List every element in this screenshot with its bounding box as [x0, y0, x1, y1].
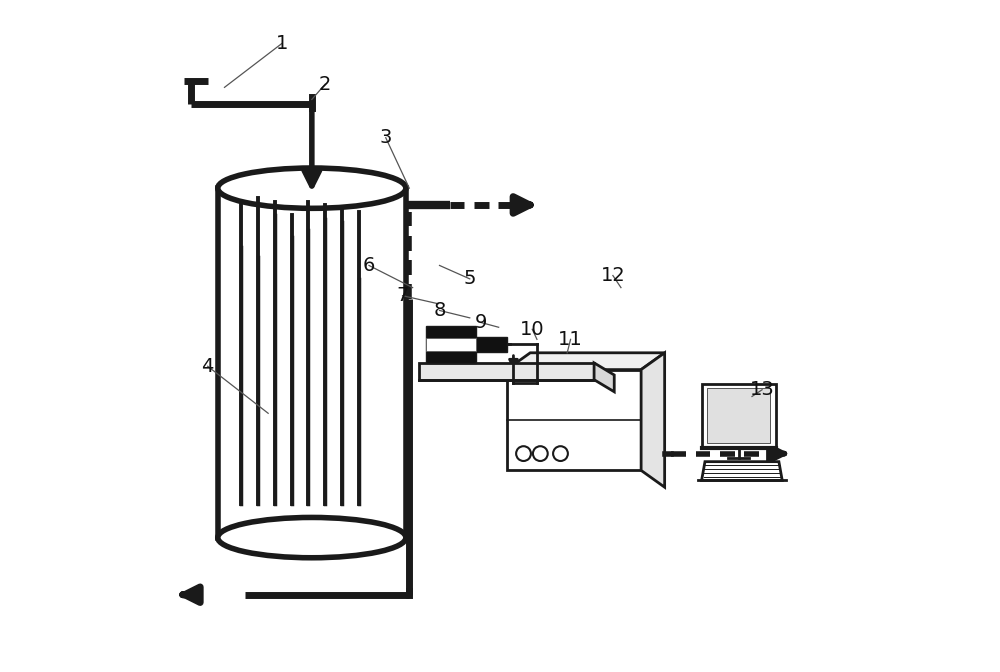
Text: 13: 13 [750, 380, 774, 399]
Polygon shape [702, 462, 782, 480]
Text: 11: 11 [558, 330, 583, 349]
Text: 6: 6 [363, 256, 375, 275]
Bar [419, 363, 594, 380]
Text: 4: 4 [201, 357, 214, 376]
Bar [476, 337, 507, 352]
Polygon shape [594, 363, 614, 392]
Ellipse shape [218, 168, 406, 208]
Bar [707, 388, 770, 443]
Text: 1: 1 [275, 34, 288, 53]
Text: 7: 7 [396, 286, 409, 305]
Bar [426, 338, 476, 351]
Text: 3: 3 [380, 128, 392, 147]
Polygon shape [507, 353, 665, 370]
Text: 12: 12 [601, 266, 625, 285]
Text: 8: 8 [433, 301, 446, 320]
Ellipse shape [218, 517, 406, 558]
Text: 9: 9 [475, 313, 487, 332]
Text: 10: 10 [520, 320, 545, 339]
Bar [426, 326, 476, 363]
Bar [507, 370, 641, 470]
Bar [218, 188, 406, 538]
Circle shape [516, 446, 531, 461]
Circle shape [553, 446, 568, 461]
Circle shape [533, 446, 548, 461]
Bar [702, 384, 776, 448]
Text: 2: 2 [319, 75, 331, 93]
Polygon shape [641, 353, 665, 487]
Text: 5: 5 [464, 269, 476, 288]
